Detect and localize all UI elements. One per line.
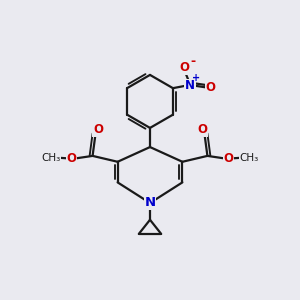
Text: N: N — [144, 196, 156, 209]
Text: N: N — [185, 79, 195, 92]
Text: O: O — [93, 123, 103, 136]
Text: CH₃: CH₃ — [41, 153, 60, 163]
Text: O: O — [180, 61, 190, 74]
Text: O: O — [224, 152, 234, 165]
Text: O: O — [66, 152, 76, 165]
Text: +: + — [192, 73, 201, 82]
Text: O: O — [206, 81, 216, 94]
Text: O: O — [197, 123, 207, 136]
Text: -: - — [190, 55, 196, 68]
Text: CH₃: CH₃ — [240, 153, 259, 163]
